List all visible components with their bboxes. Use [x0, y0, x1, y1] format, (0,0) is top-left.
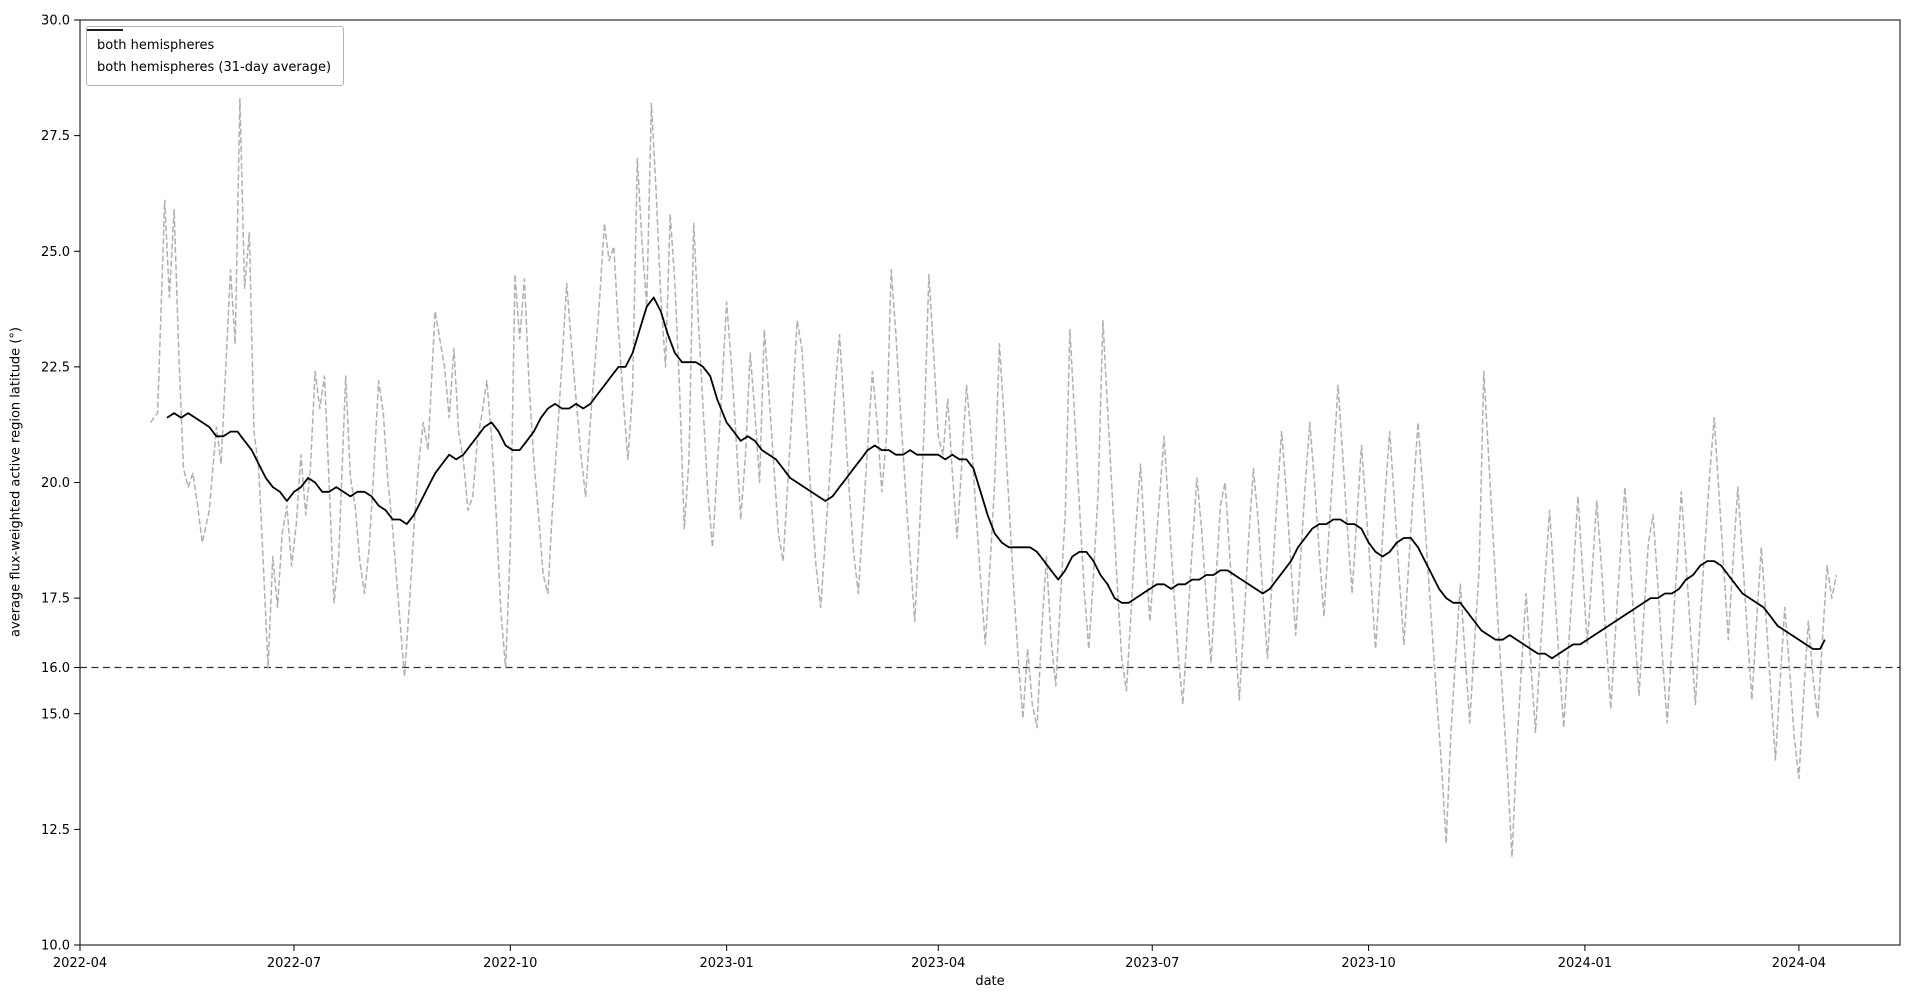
x-tick-label: 2023-07 [1125, 956, 1179, 971]
x-axis-label: date [975, 974, 1005, 989]
x-tick-label: 2023-04 [911, 956, 965, 971]
series-daily-line [149, 97, 1838, 858]
y-axis-label: average flux-weighted active region lati… [8, 327, 24, 637]
legend-solid-line-icon [87, 29, 123, 31]
y-tick-label: 15.0 [41, 707, 70, 722]
series-average-line [166, 296, 1826, 660]
legend: both hemispheres both hemispheres (31-day… [86, 26, 345, 86]
y-tick-label: 10.0 [41, 939, 70, 954]
x-tick-label: 2024-04 [1772, 956, 1826, 971]
y-tick-label: 27.5 [41, 129, 70, 144]
x-tick-label: 2022-07 [267, 956, 321, 971]
y-tick-label: 20.0 [41, 476, 70, 491]
y-tick-label: 12.5 [41, 823, 70, 838]
y-tick-label: 22.5 [41, 360, 70, 375]
legend-entry: both hemispheres [87, 29, 331, 56]
x-tick-label: 2023-01 [699, 956, 753, 971]
x-tick-label: 2023-10 [1341, 956, 1395, 971]
y-tick-label: 16.0 [41, 661, 70, 676]
x-tick-label: 2022-04 [53, 956, 107, 971]
legend-entry: both hemispheres (31-day average) [87, 29, 332, 78]
axes-spines [79, 19, 1901, 946]
legend-label: both hemispheres (31-day average) [97, 59, 332, 75]
legend-label: both hemispheres [97, 37, 215, 53]
x-tick-label: 2022-10 [483, 956, 537, 971]
y-tick-label: 17.5 [41, 592, 70, 607]
y-tick-label: 25.0 [41, 245, 70, 260]
y-tick-label: 30.0 [41, 14, 70, 29]
x-tick-label: 2024-01 [1558, 956, 1612, 971]
